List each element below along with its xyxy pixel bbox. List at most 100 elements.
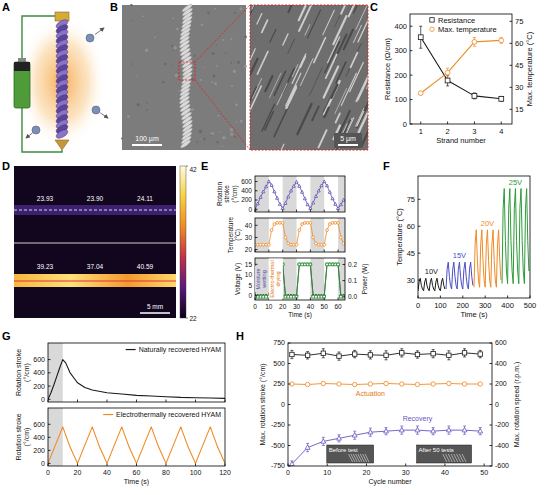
panel-letters: ABCDEFGH <box>2 1 390 342</box>
y-tick <box>410 50 413 51</box>
sem-grain <box>172 17 174 19</box>
sem-grain <box>222 136 225 139</box>
y-tick <box>288 466 291 467</box>
sem-grain <box>162 81 165 84</box>
data-point <box>265 185 268 188</box>
data-point <box>320 184 323 187</box>
data-point <box>270 184 273 187</box>
sem-grain <box>234 12 236 14</box>
y-tick-label: 300 <box>394 46 407 55</box>
error-bar <box>479 350 482 357</box>
y-tick-label: -750 <box>271 462 285 469</box>
fiber-streak <box>274 104 289 136</box>
data-point <box>499 96 504 101</box>
data-point <box>290 295 293 298</box>
y-tick-label: 0 <box>41 396 45 403</box>
x-tick <box>195 464 196 467</box>
x-tick <box>324 250 325 253</box>
sem-grain <box>230 38 232 40</box>
y-tick-label: 100 <box>394 95 407 104</box>
fiber-streak <box>300 59 313 86</box>
error-bar <box>432 428 435 435</box>
legend-marker <box>430 18 434 22</box>
y-tick <box>255 190 258 191</box>
fiber-streak <box>257 51 268 74</box>
plot-area <box>48 408 225 466</box>
y-tick <box>418 253 421 254</box>
data-point <box>317 189 320 192</box>
panel-letter: H <box>236 330 244 342</box>
sem-grain <box>244 65 247 68</box>
fiber-streak <box>348 5 364 16</box>
data-point <box>315 295 318 298</box>
data-point <box>262 295 265 298</box>
series-label: 10V <box>425 267 438 276</box>
fiber-streak <box>288 39 295 53</box>
series-line <box>418 278 445 291</box>
data-point <box>309 263 312 266</box>
panel-letter: G <box>2 330 11 342</box>
x-tick <box>420 122 421 125</box>
x-tick <box>530 296 531 299</box>
annotation-line: wetting <box>261 270 267 288</box>
y2-tick-label: 600 <box>495 339 507 346</box>
scale-bar <box>132 144 162 146</box>
x-tick-label: 2 <box>445 127 449 136</box>
data-point <box>256 202 259 205</box>
data-point <box>265 295 268 298</box>
sem-grain <box>199 130 202 133</box>
data-point <box>315 295 318 298</box>
fiber-streak <box>334 15 340 27</box>
y-tick <box>410 99 413 100</box>
data-point <box>298 263 301 266</box>
sem-grain <box>131 20 132 21</box>
x-tick <box>485 296 486 299</box>
data-point <box>445 78 450 83</box>
fiber-streak <box>257 14 262 24</box>
x-tick-label: 40 <box>441 469 449 476</box>
inset-fiber <box>360 454 364 462</box>
fiber-streak <box>319 130 327 147</box>
y-tick-label: 5 <box>248 282 252 289</box>
series-line <box>474 230 501 287</box>
data-point <box>352 352 356 356</box>
x-tick-label: 0 <box>253 303 257 310</box>
fiber-streak <box>341 5 349 14</box>
scale-bar <box>338 144 358 146</box>
data-point <box>309 263 312 266</box>
legend: Electrothermally recovered HYAM <box>103 411 221 419</box>
temperature-reading: 23.90 <box>87 195 104 202</box>
y-tick-label: 600 <box>241 178 252 185</box>
x-axis-title: Time (s) <box>460 310 488 319</box>
y-axis-title-line: stroke <box>224 185 231 203</box>
data-point <box>321 381 325 385</box>
y-tick-label: -500 <box>271 442 285 449</box>
data-point <box>331 263 334 266</box>
data-point <box>337 382 341 386</box>
annotation: Moisturewetting <box>255 268 267 289</box>
data-point <box>384 381 388 385</box>
data-point <box>270 229 273 232</box>
data-point <box>339 236 342 239</box>
chart: 203040Temperature(°C) <box>227 216 345 253</box>
data-point <box>298 184 301 187</box>
temperature-reading: 24.11 <box>137 195 153 202</box>
data-point <box>431 351 435 355</box>
y-tick-label: 750 <box>273 339 285 346</box>
x-tick <box>324 298 325 301</box>
data-point <box>337 263 340 266</box>
y2-tick <box>343 296 346 297</box>
x-tick-label: 60 <box>334 303 342 310</box>
sem-grain <box>217 115 219 117</box>
fiber-streak <box>328 37 340 63</box>
y-axis-title-line: Resistance (Ω/cm) <box>383 38 392 100</box>
x-tick-label: 50 <box>321 303 329 310</box>
panel-letter: D <box>2 160 10 172</box>
x-tick <box>255 298 256 301</box>
error-bar <box>447 351 450 360</box>
chart: 123401002003004001530456075Strand number… <box>383 14 534 145</box>
series-line <box>421 37 502 99</box>
y2-tick <box>510 65 513 66</box>
data-point <box>328 223 331 226</box>
data-point <box>337 221 340 224</box>
